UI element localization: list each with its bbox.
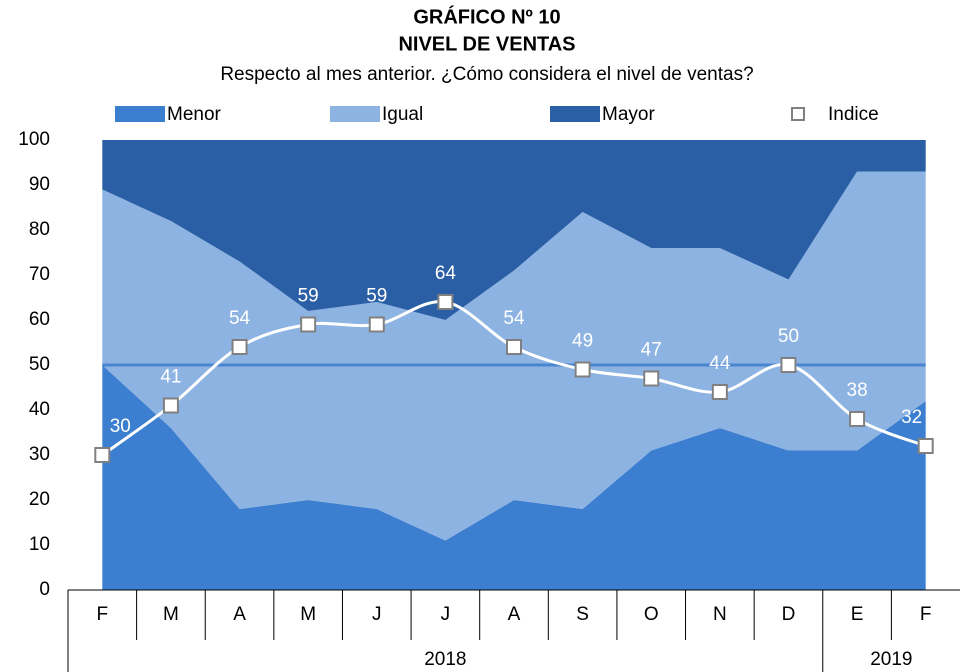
- data-label: 49: [572, 331, 593, 352]
- data-label: 32: [901, 407, 922, 428]
- index-marker: [711, 384, 728, 400]
- data-label: 54: [503, 308, 525, 329]
- x-tick-label: F: [97, 604, 109, 625]
- x-tick-label: M: [163, 604, 179, 625]
- index-marker: [368, 316, 385, 333]
- x-tick-label: J: [372, 604, 382, 625]
- chart-description: Respecto al mes anterior. ¿Cómo consider…: [220, 64, 753, 85]
- area: [102, 140, 926, 320]
- y-tick-label: 70: [29, 264, 50, 285]
- index-marker: [231, 339, 248, 355]
- index-marker: [849, 411, 866, 427]
- x-tick-label: J: [441, 604, 451, 625]
- x-tick-label: E: [851, 604, 864, 625]
- y-tick-label: 50: [29, 354, 50, 375]
- y-tick-label: 20: [29, 489, 50, 510]
- x-tick-label: A: [508, 604, 521, 625]
- chart-title: GRÁFICO Nº 10: [413, 5, 560, 28]
- data-label: 44: [709, 353, 731, 374]
- index-marker: [917, 438, 934, 454]
- data-label: 64: [435, 263, 457, 284]
- x-group-label: 2018: [424, 649, 466, 670]
- y-tick-label: 30: [29, 444, 50, 465]
- index-marker: [437, 294, 454, 310]
- index-marker: [780, 357, 797, 373]
- y-tick-label: 10: [29, 534, 50, 555]
- area: [102, 365, 926, 590]
- data-label: 50: [778, 326, 799, 347]
- data-label: 54: [229, 308, 251, 329]
- y-tick-label: 100: [18, 129, 50, 150]
- x-tick-label: M: [300, 604, 316, 625]
- y-tick-label: 40: [29, 399, 50, 420]
- y-tick-label: 80: [29, 219, 50, 240]
- data-label: 30: [110, 416, 131, 437]
- legend-marker: [791, 107, 805, 121]
- x-tick-label: S: [576, 604, 589, 625]
- index-marker: [300, 316, 317, 333]
- legend-label: Menor: [167, 104, 222, 125]
- legend-label: Mayor: [602, 104, 655, 125]
- chart-subtitle: NIVEL DE VENTAS: [398, 33, 575, 55]
- data-label: 59: [298, 286, 319, 307]
- legend-swatch: [330, 106, 380, 122]
- legend-swatch: [115, 106, 165, 122]
- data-label: 38: [847, 380, 868, 401]
- x-tick-label: A: [233, 604, 246, 625]
- x-group-label: 2019: [870, 649, 912, 670]
- index-marker: [94, 447, 111, 463]
- index-marker: [506, 339, 522, 355]
- data-label: 41: [160, 367, 181, 388]
- area: [102, 171, 926, 541]
- legend-label: Igual: [382, 104, 423, 125]
- legend-swatch: [550, 106, 600, 122]
- data-label: 59: [366, 286, 387, 307]
- y-tick-label: 0: [39, 579, 50, 600]
- index-marker: [643, 370, 660, 387]
- x-tick-label: D: [782, 604, 796, 625]
- index-marker: [162, 397, 179, 414]
- x-tick-label: N: [713, 604, 727, 625]
- y-tick-label: 60: [29, 309, 50, 330]
- index-marker: [574, 361, 591, 378]
- x-tick-label: F: [920, 604, 932, 625]
- y-tick-label: 90: [29, 174, 50, 195]
- x-tick-label: O: [644, 604, 659, 625]
- legend-label: Indice: [828, 104, 879, 125]
- data-label: 47: [641, 340, 662, 361]
